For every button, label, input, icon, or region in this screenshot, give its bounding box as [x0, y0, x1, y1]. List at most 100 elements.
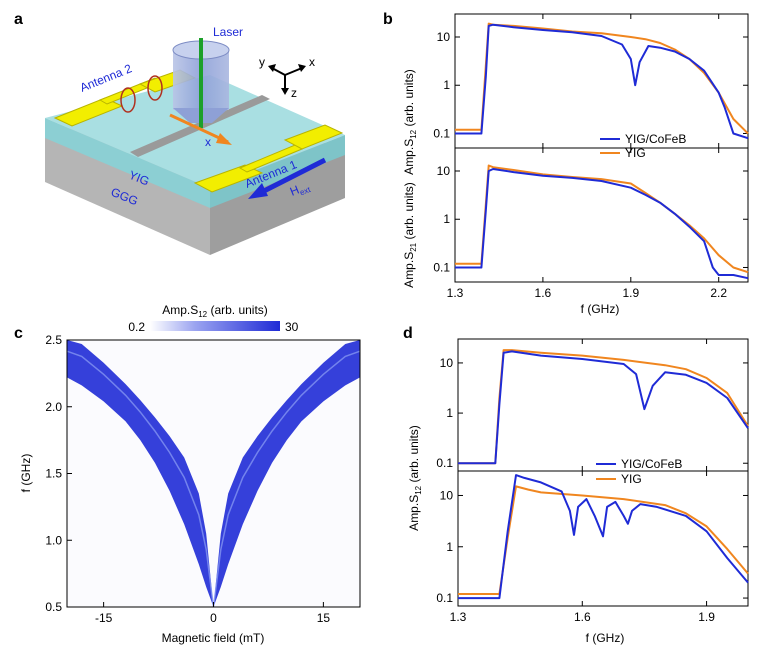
b-bottom-ylabel-main: Amp.S [402, 252, 416, 288]
c-colorbar [150, 321, 280, 331]
d-top-ytick-label: 1 [446, 406, 453, 420]
b-bottom-ylabel-sub: 21 [409, 242, 418, 251]
ggg-front [45, 135, 210, 255]
panel-a: a [14, 11, 345, 255]
antenna-1-pad-left [193, 164, 264, 193]
d-legend: YIG/CoFeB YIG [596, 457, 682, 486]
d-bottom-series-yig-cofeb [458, 474, 749, 600]
x-direction-arrowhead [216, 133, 232, 145]
c-xtick-label: 0 [210, 611, 217, 625]
c-colorbar-title-main: Amp.S [162, 303, 198, 317]
laser-label: Laser [213, 25, 243, 39]
triad-x-axis [284, 67, 303, 76]
b-bottom-ytick-label: 0.1 [433, 260, 450, 274]
b-top-ytick-label: 0.1 [433, 126, 450, 140]
d-top-frame [457, 338, 749, 472]
c-xtick-label: 15 [317, 611, 331, 625]
b-bottom-ytick-label: 10 [437, 164, 451, 178]
c-colorbar-min: 0.2 [128, 320, 145, 334]
plot-b-bottom: 0.1 1 10 1.3 1.6 1.9 2.2 [433, 147, 749, 300]
panel-a-letter: a [14, 11, 23, 28]
plot-b-top: 0.1 1 10 [433, 13, 749, 149]
c-branch-positive [213, 340, 360, 607]
panel-b-letter: b [383, 11, 393, 28]
d-bottom-frame [457, 470, 749, 607]
b-legend: YIG/CoFeB YIG [600, 132, 686, 160]
d-top-series-yig-cofeb [458, 350, 749, 465]
d-top-ytick-label: 0.1 [436, 456, 453, 470]
ggg-side [210, 152, 345, 255]
b-legend-cofeb: YIG/CoFeB [625, 132, 686, 146]
x-label: x [205, 135, 211, 149]
c-branch-negative [67, 340, 214, 607]
c-ytick-label: 1.0 [45, 533, 62, 547]
b-bottom-ylabel: Amp.S21 (arb. units) [402, 182, 418, 288]
triad-z-arrowhead [281, 88, 289, 95]
b-bottom-xtick-label: 1.9 [622, 286, 639, 300]
b-top-ylabel-tail: (arb. units) [402, 69, 416, 130]
triad-x-label: x [309, 55, 315, 69]
triad-x-arrowhead [298, 64, 306, 72]
c-ylabel: f (GHz) [19, 454, 33, 493]
d-ylabel-main: Amp.S [407, 495, 421, 531]
triad-z-label: z [291, 86, 297, 100]
d-bottom-xtick-label: 1.9 [698, 610, 715, 624]
triad-y-label: y [259, 55, 265, 69]
d-bottom-ytick-label: 10 [440, 488, 454, 502]
hext-arrowhead [248, 183, 268, 199]
triad-y-arrowhead [268, 64, 276, 72]
b-top-series-yig-cofeb [455, 23, 749, 140]
c-xlabel: Magnetic field (mT) [162, 631, 265, 645]
b-bottom-xtick-label: 1.3 [447, 286, 464, 300]
plot-d-bottom: 0.1 1 10 1.3 1.6 1.9 [436, 470, 749, 624]
c-colorbar-max: 30 [285, 320, 299, 334]
plot-d-top: 0.1 1 10 [436, 338, 749, 472]
b-top-ylabel: Amp.S12 (arb. units) [402, 69, 418, 175]
c-mode-streak-positive [212, 350, 361, 608]
yig-film-front [45, 118, 210, 208]
plot-c: 0.5 1.0 1.5 2.0 2.5 -15 0 15 [45, 333, 361, 625]
hext-arrow [260, 157, 327, 195]
c-ytick-label: 2.0 [45, 400, 62, 414]
d-legend-yig: YIG [621, 472, 642, 486]
d-top-ytick-label: 10 [440, 356, 454, 370]
b-top-series-yig [455, 22, 749, 135]
b-bottom-frame [454, 147, 749, 283]
b-top-ylabel-sub: 12 [409, 129, 418, 138]
panel-c-letter: c [14, 325, 23, 342]
laser-beam [199, 38, 203, 128]
antenna-2-field-loop-1 [120, 87, 136, 113]
c-colorbar-title-tail: (arb. units) [207, 303, 268, 317]
c-ytick-label: 0.5 [45, 600, 62, 614]
b-bottom-series-yig-cofeb [455, 168, 749, 280]
d-bottom-ytick-label: 1 [446, 540, 453, 554]
b-bottom-ytick-label: 1 [443, 212, 450, 226]
c-ytick-label: 1.5 [45, 467, 62, 481]
c-ytick-label: 2.5 [45, 333, 62, 347]
b-top-ytick-label: 1 [443, 78, 450, 92]
b-xlabel: f (GHz) [581, 302, 620, 316]
b-top-ytick-label: 10 [437, 30, 451, 44]
d-legend-cofeb: YIG/CoFeB [621, 457, 682, 471]
b-bottom-xtick-label: 1.6 [535, 286, 552, 300]
antenna-1-pad-right [283, 124, 344, 150]
d-bottom-xtick-label: 1.6 [574, 610, 591, 624]
axis-triad: y x z [259, 55, 315, 100]
b-bottom-xtick-label: 2.2 [710, 286, 727, 300]
d-ylabel: Amp.S12 (arb. units) [407, 425, 423, 531]
b-top-ylabel-main: Amp.S [402, 139, 416, 175]
hext-label-sub: ext [299, 185, 313, 198]
c-colorbar-title: Amp.S12 (arb. units) [162, 303, 268, 319]
c-mode-streak-negative [66, 350, 215, 608]
yig-film-side [210, 135, 345, 208]
d-bottom-ytick-label: 0.1 [436, 591, 453, 605]
c-xtick-label: -15 [95, 611, 113, 625]
b-legend-yig: YIG [625, 146, 646, 160]
d-ylabel-tail: (arb. units) [407, 425, 421, 486]
antenna-2-field-loop-2 [147, 75, 163, 101]
b-bottom-ylabel-tail: (arb. units) [402, 182, 416, 243]
triad-y-axis [271, 67, 286, 76]
d-xlabel: f (GHz) [586, 631, 625, 645]
d-ylabel-sub: 12 [414, 485, 423, 494]
